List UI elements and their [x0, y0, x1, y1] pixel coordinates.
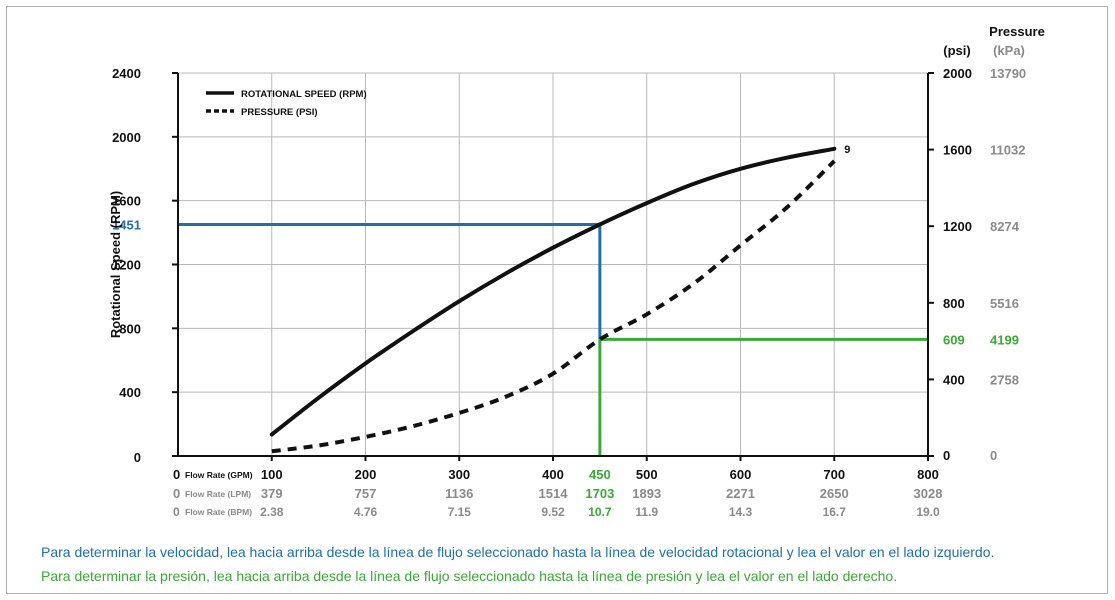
x-tick-label: 800: [917, 467, 939, 482]
rpm-highlight-label: 1451: [112, 217, 141, 232]
left-tick-label: 1600: [112, 194, 141, 209]
right-tick-kpa-label: 8274: [990, 219, 1020, 234]
axes: [172, 72, 934, 461]
kpa-highlight-label: 4199: [990, 332, 1019, 347]
left-tick-label: 400: [119, 385, 141, 400]
legend: ROTATIONAL SPEED (RPM) PRESSURE (PSI): [206, 89, 367, 118]
x-row-zero-label: 0: [173, 505, 180, 519]
x-tick-label: 379: [261, 486, 283, 501]
right-tick-psi-label: 1600: [943, 143, 972, 158]
right-tick-psi-label: 2000: [943, 66, 972, 81]
x-tick-label: 1893: [632, 486, 661, 501]
pressure-note: Para determinar la presión, lea hacia ar…: [41, 568, 898, 584]
curve-end-label: 9: [844, 144, 850, 156]
x-row-title: Flow Rate (BPM): [185, 507, 252, 517]
right-tick-psi-label: 0: [943, 448, 950, 463]
x-tick-label: 4.76: [354, 505, 378, 519]
x-tick-label: 14.3: [729, 505, 753, 519]
pressure-axis-title: Pressure: [989, 24, 1045, 39]
x-tick-label: 1514: [539, 486, 569, 501]
left-tick-label: 800: [119, 321, 141, 336]
right-tick-psi-label: 1200: [943, 219, 972, 234]
highlight-lines: [178, 222, 928, 456]
x-tick-label: 757: [355, 486, 377, 501]
right-tick-kpa-label: 13790: [990, 66, 1026, 81]
x-tick-label: 2271: [726, 486, 755, 501]
right-tick-psi-label: 400: [943, 372, 965, 387]
right-tick-kpa-label: 5516: [990, 296, 1019, 311]
x-tick-label: 300: [448, 467, 470, 482]
x-tick-label: 7.15: [448, 505, 472, 519]
pressure-series-line: [271, 159, 836, 454]
x-tick-label: 500: [636, 467, 658, 482]
x-tick-label: 200: [355, 467, 377, 482]
rotational-speed-series-line: [269, 146, 837, 437]
x-highlight-label: 450: [589, 467, 611, 482]
legend-label: PRESSURE (PSI): [241, 107, 318, 118]
x-tick-label: 11.9: [635, 505, 658, 519]
left-tick-label: 2000: [112, 130, 141, 145]
right-tick-kpa-label: 11032: [990, 143, 1025, 158]
x-tick-label: 9.52: [541, 505, 565, 519]
chart-frame: 9 0 400 800 1200 1600 2000 2400 1451 Rotational S…: [6, 6, 1108, 594]
left-tick-label: 0: [134, 450, 141, 465]
x-row-zero-label: 0: [173, 486, 180, 501]
x-tick-label: 16.7: [823, 505, 847, 519]
curves: [269, 146, 837, 454]
x-tick-label: 400: [542, 467, 564, 482]
x-row-title: Flow Rate (LPM): [185, 489, 251, 499]
x-highlight-label: 1703: [585, 486, 614, 501]
left-tick-label: 1200: [112, 258, 141, 273]
right-tick-kpa-label: 0: [990, 448, 997, 463]
speed-note: Para determinar la velocidad, lea hacia …: [41, 544, 995, 560]
psi-highlight-label: 609: [943, 332, 965, 347]
right-tick-psi-label: 800: [943, 296, 965, 311]
psi-unit-label: (psi): [943, 43, 970, 58]
x-highlight-label: 10.7: [588, 505, 612, 519]
x-tick-label: 700: [823, 467, 845, 482]
legend-label: ROTATIONAL SPEED (RPM): [241, 89, 367, 100]
kpa-unit-label: (kPa): [993, 43, 1025, 58]
x-tick-label: 19.0: [916, 505, 940, 519]
left-tick-label: 2400: [112, 66, 141, 81]
x-row-title: Flow Rate (GPM): [185, 470, 253, 480]
x-tick-label: 600: [730, 467, 752, 482]
right-tick-kpa-label: 2758: [990, 372, 1019, 387]
grid-lines: [178, 72, 928, 456]
x-tick-label: 3028: [914, 486, 943, 501]
x-row-zero-label: 0: [173, 467, 180, 482]
x-tick-label: 2650: [820, 486, 849, 501]
x-tick-label: 2.38: [260, 505, 284, 519]
left-axis-title: Rotational Speed (RPM): [108, 191, 123, 338]
x-tick-label: 100: [261, 467, 283, 482]
x-tick-label: 1136: [445, 486, 473, 501]
